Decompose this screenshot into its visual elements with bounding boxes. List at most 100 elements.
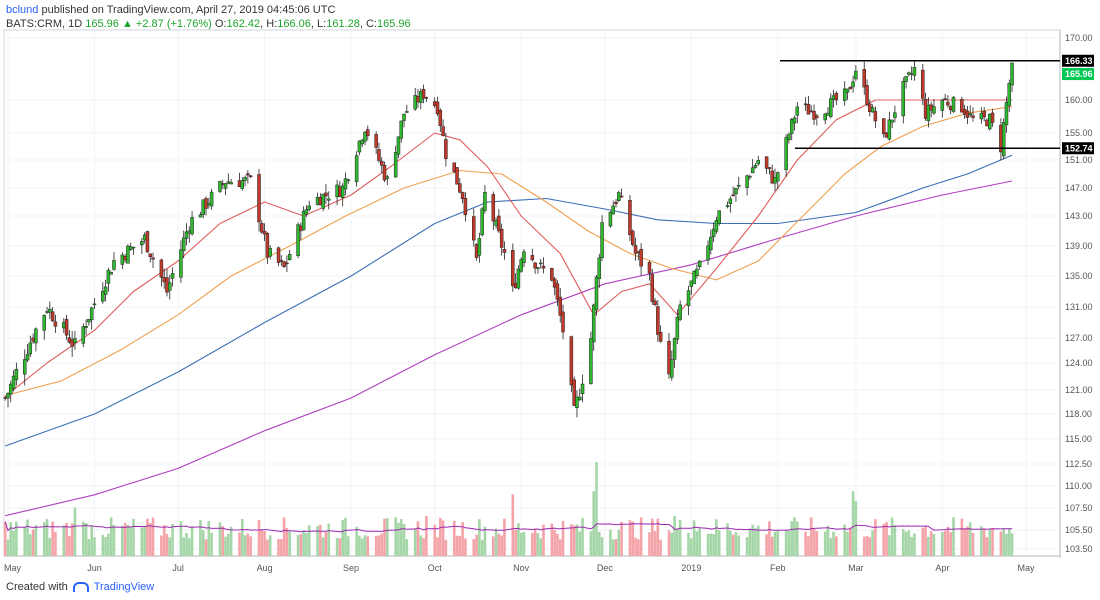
volume-bar [321, 537, 325, 556]
candle-body [921, 69, 925, 99]
volume-bar [667, 530, 671, 556]
volume-bar [597, 531, 601, 556]
time-tick-label: 2019 [681, 563, 701, 573]
volume-bar [932, 533, 936, 556]
candle-body [842, 88, 847, 101]
volume-bar [240, 519, 244, 556]
volume-bar [243, 535, 247, 556]
volume-bar [695, 531, 699, 556]
candle-body [106, 269, 111, 284]
candle-body [901, 81, 906, 117]
volume-bar [910, 536, 913, 556]
volume-bar [985, 537, 989, 556]
volume-bar [709, 533, 713, 556]
candle-body [483, 192, 487, 211]
volume-bar [531, 532, 534, 556]
volume-bar [187, 538, 191, 556]
volume-bar [305, 533, 308, 556]
volume-bar [927, 536, 930, 556]
volume-bar [12, 530, 15, 556]
tradingview-brand[interactable]: TradingView [93, 581, 155, 593]
candle [639, 243, 643, 276]
candle [575, 390, 579, 418]
candle-body [770, 170, 774, 184]
volume-bar [182, 537, 186, 556]
volume-bar [941, 531, 944, 556]
volume-bar [316, 526, 319, 556]
volume-bar [238, 532, 241, 556]
volume-bar [650, 518, 654, 556]
candle [750, 159, 755, 174]
volume-bar [478, 519, 481, 556]
volume-bar [307, 525, 311, 556]
candle [9, 380, 13, 403]
candle [301, 206, 306, 231]
candle [112, 252, 116, 271]
candle-body [190, 217, 194, 235]
candle-body [14, 368, 19, 381]
candle [246, 170, 250, 184]
volume-bar [109, 517, 113, 556]
volume-bar [472, 539, 476, 556]
candle-body [463, 198, 468, 216]
candle [248, 174, 253, 179]
last-price-tag [1062, 68, 1094, 81]
candle [360, 138, 364, 147]
volume-bar [129, 526, 133, 556]
volume-bars [3, 462, 1014, 556]
candle-body [491, 194, 496, 222]
candle-body [530, 255, 535, 261]
candle [472, 208, 476, 247]
candle [1007, 79, 1012, 113]
candle-body [619, 195, 624, 198]
candle [912, 61, 917, 81]
volume-bar [374, 535, 378, 556]
volume-bar [533, 528, 537, 556]
candle-body [706, 245, 710, 261]
volume-bar [346, 536, 350, 556]
candle [711, 222, 716, 243]
candle-body [990, 112, 995, 123]
candle-body [198, 214, 203, 218]
volume-bar [363, 535, 367, 556]
candle-body [611, 205, 615, 215]
candle [179, 240, 183, 283]
symbol-label: BATS:CRM, 1D [6, 18, 83, 30]
candle [589, 331, 593, 385]
time-tick-label: May [4, 563, 22, 573]
price-tick-label: 118.00 [1065, 409, 1092, 419]
candle-body [728, 198, 733, 204]
volume-bar [874, 519, 877, 556]
candle [402, 113, 406, 128]
candle [240, 177, 245, 191]
volume-bar [277, 538, 280, 556]
volume-bar [1005, 533, 1008, 556]
candle-body [25, 354, 30, 361]
candle [717, 210, 721, 226]
volume-bar [70, 523, 74, 556]
volume-bar [865, 536, 869, 556]
volume-bar [140, 527, 144, 556]
candle-body [140, 241, 144, 246]
volume-bar [42, 522, 46, 556]
low-value: 161.28 [326, 18, 360, 30]
volume-bar [54, 531, 57, 556]
candle [851, 75, 855, 93]
candle-body [597, 257, 602, 280]
candle-body [982, 110, 986, 118]
volume-bar [637, 539, 640, 556]
volume-bar [201, 530, 205, 556]
candle [530, 248, 535, 262]
candle-body [812, 111, 816, 120]
volume-bar [812, 528, 816, 556]
candle [776, 171, 780, 190]
volume-bar [754, 528, 757, 556]
volume-bar [68, 535, 71, 556]
volume-bar [968, 522, 972, 556]
candle [736, 176, 741, 190]
volume-bar [93, 537, 96, 556]
author-link[interactable]: bclund [6, 4, 39, 16]
ma20-line [4, 99, 1013, 397]
volume-bar [491, 536, 495, 556]
